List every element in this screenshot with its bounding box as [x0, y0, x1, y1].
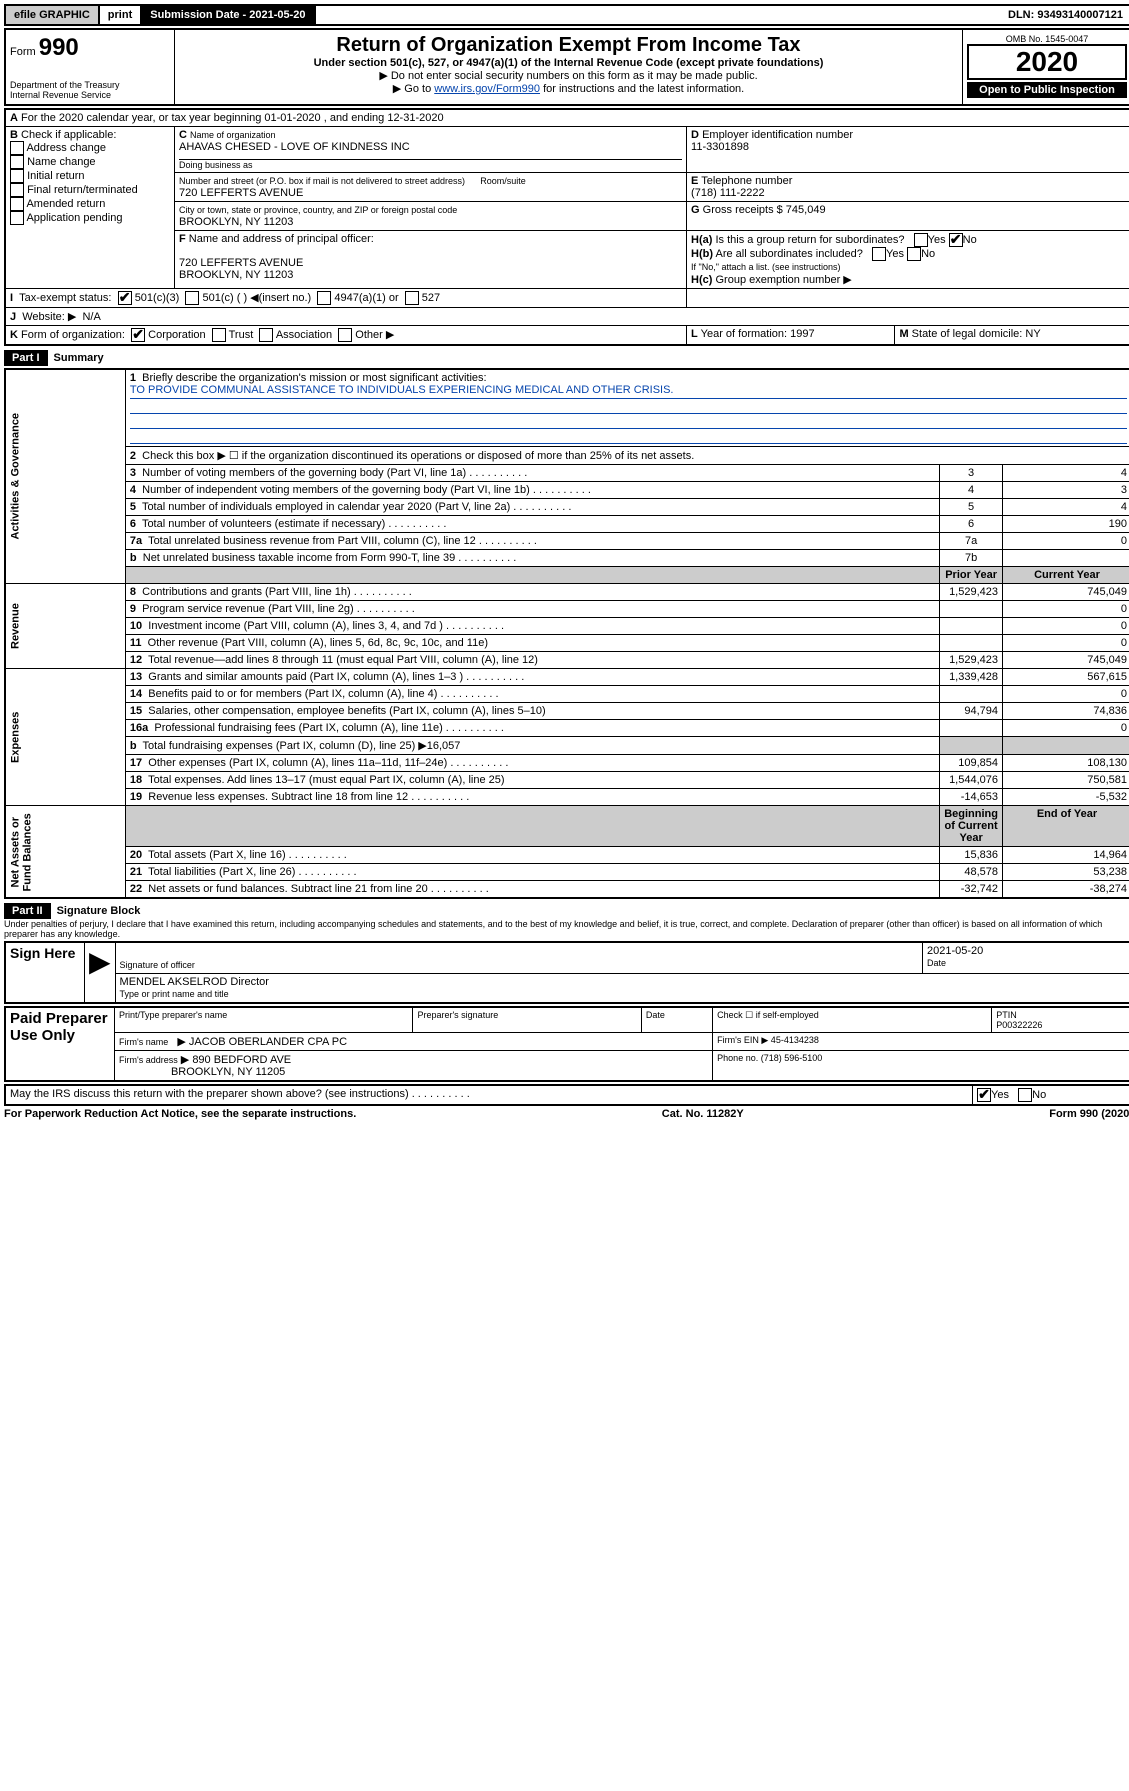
print-button[interactable]: print [100, 6, 142, 24]
note-ssn: ▶ Do not enter social security numbers o… [179, 69, 958, 82]
act-row: 7a Total unrelated business revenue from… [5, 533, 1129, 550]
section-g: G Gross receipts $ 745,049 [687, 202, 1129, 231]
row-a: A For the 2020 calendar year, or tax yea… [5, 109, 1129, 127]
act-row: b Net unrelated business taxable income … [5, 550, 1129, 567]
act-row: 3 Number of voting members of the govern… [5, 465, 1129, 482]
tax-year: 2020 [967, 44, 1127, 80]
section-d: D Employer identification number 11-3301… [687, 127, 1129, 173]
form-header: Form 990 Department of the Treasury Inte… [4, 28, 1129, 106]
act-row: 4 Number of independent voting members o… [5, 482, 1129, 499]
note-goto: ▶ Go to www.irs.gov/Form990 for instruct… [179, 82, 958, 95]
dept-label: Department of the Treasury [10, 80, 170, 90]
q1: 1 Briefly describe the organization's mi… [125, 369, 1129, 447]
act-row: 5 Total number of individuals employed i… [5, 499, 1129, 516]
paperwork-notice: For Paperwork Reduction Act Notice, see … [4, 1108, 356, 1120]
part-1-title: Summary [54, 352, 104, 364]
cat-no: Cat. No. 11282Y [662, 1108, 744, 1120]
irs-discuss: May the IRS discuss this return with the… [5, 1085, 973, 1105]
row-k: K Form of organization: ✔ Corporation Tr… [5, 326, 687, 346]
row-j: J Website: ▶ N/A [5, 308, 1129, 326]
section-e: E Telephone number (718) 111-2222 [687, 173, 1129, 202]
form-ref: Form 990 (2020) [1049, 1108, 1129, 1120]
section-b: B Check if applicable: Address change Na… [5, 127, 175, 289]
form-prefix: Form [10, 46, 36, 58]
paid-preparer-table: Paid Preparer Use Only Print/Type prepar… [4, 1006, 1129, 1082]
side-activities: Activities & Governance [5, 369, 125, 584]
form-title: Return of Organization Exempt From Incom… [179, 34, 958, 57]
summary-table: Activities & Governance 1 Briefly descri… [4, 368, 1129, 899]
top-bar: efile GRAPHIC print Submission Date - 20… [4, 4, 1129, 26]
sign-here-table: Sign Here ▶ Signature of officer 2021-05… [4, 941, 1129, 1004]
omb-label: OMB No. 1545-0047 [967, 34, 1127, 44]
row-m: M State of legal domicile: NY [895, 326, 1129, 346]
part-1-header: Part I Summary [4, 350, 1129, 366]
side-expenses: Expenses [5, 669, 125, 806]
filer-info: A For the 2020 calendar year, or tax yea… [4, 108, 1129, 346]
bottom-footer: For Paperwork Reduction Act Notice, see … [4, 1108, 1129, 1120]
q2: 2 Check this box ▶ ☐ if the organization… [125, 447, 1129, 465]
part-2-title: Signature Block [57, 905, 141, 917]
side-revenue: Revenue [5, 584, 125, 669]
part-1-label: Part I [4, 350, 48, 366]
sign-here-label: Sign Here [5, 942, 85, 1003]
irs-discuss-answer: ✔Yes No [973, 1085, 1129, 1105]
submission-date: Submission Date - 2021-05-20 [142, 6, 315, 24]
row-l: L Year of formation: 1997 [687, 326, 895, 346]
form-number: 990 [39, 34, 79, 61]
dln-label: DLN: 93493140007121 [1000, 6, 1129, 24]
section-c-city: City or town, state or province, country… [175, 202, 687, 231]
act-row: 6 Total number of volunteers (estimate i… [5, 516, 1129, 533]
open-public: Open to Public Inspection [967, 82, 1127, 98]
paid-preparer-label: Paid Preparer Use Only [5, 1007, 115, 1081]
section-c-addr: Number and street (or P.O. box if mail i… [175, 173, 687, 202]
form-subtitle: Under section 501(c), 527, or 4947(a)(1)… [179, 57, 958, 69]
irs-link[interactable]: www.irs.gov/Form990 [434, 83, 540, 95]
footer-row: May the IRS discuss this return with the… [4, 1084, 1129, 1106]
efile-label[interactable]: efile GRAPHIC [6, 6, 100, 24]
row-i: I Tax-exempt status: ✔ 501(c)(3) 501(c) … [5, 289, 687, 308]
perjury-declaration: Under penalties of perjury, I declare th… [4, 919, 1129, 939]
section-c-name: C Name of organization AHAVAS CHESED - L… [175, 127, 687, 173]
part-2-label: Part II [4, 903, 51, 919]
section-f: F Name and address of principal officer:… [175, 231, 687, 289]
section-h: H(a) Is this a group return for subordin… [687, 231, 1129, 289]
irs-label: Internal Revenue Service [10, 90, 170, 100]
side-netassets: Net Assets orFund Balances [5, 806, 125, 899]
part-2-header: Part II Signature Block [4, 903, 1129, 919]
